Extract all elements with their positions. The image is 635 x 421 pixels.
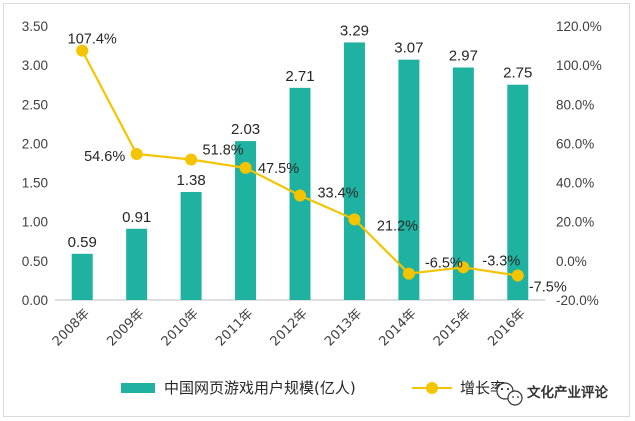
- left-tick-label: 3.00: [22, 58, 48, 73]
- wechat-icon: [496, 382, 523, 406]
- line-point: [185, 153, 198, 166]
- bar-value-label: 0.91: [122, 209, 151, 226]
- x-tick-label: 2014年: [377, 306, 420, 349]
- line-series: 107.4% 54.6% 51.8% 47.5% 33.4% 21.2% -6.5% -3.3…: [68, 32, 567, 296]
- bar-value-label: 3.29: [340, 22, 369, 39]
- x-tick-label: 2009年: [104, 306, 147, 349]
- bar: [343, 42, 365, 300]
- left-tick-label: 3.50: [22, 19, 48, 34]
- watermark-text: 文化产业评论: [527, 384, 608, 401]
- line-value-label: 47.5%: [258, 161, 299, 177]
- line-value-label: 51.8%: [203, 142, 244, 158]
- line-point: [130, 147, 143, 160]
- line-point: [402, 267, 415, 280]
- right-tick-label: 80.0%: [556, 97, 594, 112]
- legend-label-line: 增长率: [460, 379, 505, 397]
- bar: [180, 191, 202, 300]
- x-tick-label: 2011年: [213, 306, 256, 349]
- right-tick-label: 120.0%: [556, 19, 602, 34]
- left-tick-label: 0.50: [22, 254, 48, 269]
- right-tick-label: 100.0%: [556, 58, 602, 73]
- bar-value-label: 2.97: [449, 47, 478, 64]
- line-value-label: 21.2%: [377, 218, 418, 234]
- right-tick-label: -20.0%: [556, 293, 599, 308]
- bar-value-label: 0.59: [68, 234, 97, 251]
- right-tick-label: 20.0%: [556, 215, 594, 230]
- left-tick-label: 0.00: [22, 293, 48, 308]
- x-tick-label: 2012年: [268, 306, 311, 349]
- bar: [507, 84, 529, 300]
- bar-value-label: 2.03: [231, 121, 260, 138]
- line-point: [294, 189, 306, 202]
- line-value-label: -6.5%: [425, 256, 463, 272]
- line-point: [348, 213, 361, 226]
- bar: [452, 67, 474, 301]
- bar-series: 0.59 0.91 1.38 2.03 2.71 3.29 3.07 2.97 2.75: [68, 22, 532, 301]
- right-tick-label: 0.0%: [556, 254, 587, 269]
- bar-value-label: 2.75: [503, 65, 532, 82]
- left-tick-label: 2.00: [22, 136, 48, 151]
- bar: [398, 59, 420, 300]
- x-tick-label: 2008年: [50, 306, 93, 349]
- line-value-label: 107.4%: [68, 32, 117, 48]
- line-point: [511, 269, 524, 282]
- bar-value-label: 2.71: [285, 68, 314, 85]
- line-value-label: -7.5%: [529, 280, 567, 296]
- left-tick-label: 2.50: [22, 97, 48, 112]
- legend-swatch-bar: [121, 383, 155, 393]
- x-tick-label: 2015年: [431, 306, 474, 349]
- right-tick-label: 40.0%: [556, 176, 594, 191]
- x-tick-label: 2016年: [485, 306, 528, 349]
- x-axis: 2008年 2009年 2010年 2011年 2012年 2013年 2014年 2015年…: [50, 299, 545, 349]
- bar: [235, 141, 257, 300]
- legend-swatch-marker: [426, 382, 438, 394]
- line-point: [239, 161, 252, 174]
- left-axis: 0.00 0.50 1.00 1.50 2.00 2.50 3.00 3.50: [22, 19, 48, 308]
- left-tick-label: 1.00: [22, 215, 48, 230]
- x-tick-label: 2013年: [322, 306, 365, 349]
- bar: [71, 253, 93, 300]
- line-point: [76, 44, 89, 57]
- bar-value-label: 1.38: [177, 172, 206, 189]
- legend-label-bar: 中国网页游戏用户规模(亿人): [164, 379, 356, 397]
- line-value-label: 33.4%: [317, 185, 358, 201]
- right-tick-label: 60.0%: [556, 136, 594, 151]
- left-tick-label: 1.50: [22, 176, 48, 191]
- x-tick-label: 2010年: [159, 306, 202, 349]
- bar: [126, 228, 148, 300]
- line-value-label: 54.6%: [84, 149, 125, 165]
- watermark: 文化产业评论: [496, 382, 608, 406]
- legend: 中国网页游戏用户规模(亿人) 增长率: [121, 379, 505, 397]
- line-point: [457, 261, 470, 274]
- right-axis: -20.0% 0.0% 20.0% 40.0% 60.0% 80.0% 100.0% 120.…: [556, 19, 602, 308]
- bar-value-label: 3.07: [394, 40, 423, 57]
- line-value-label: -3.3%: [482, 253, 520, 269]
